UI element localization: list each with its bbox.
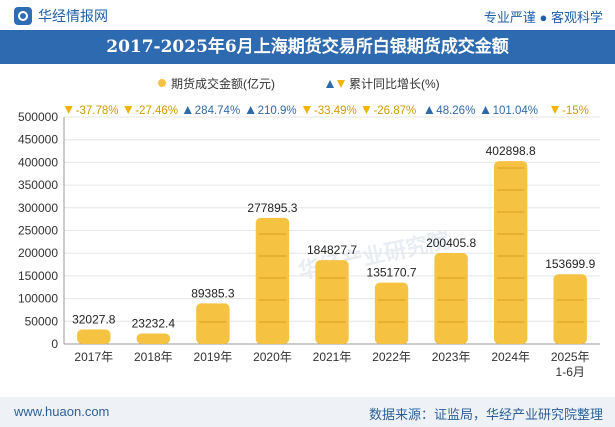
footer-url[interactable]: www.huaon.com	[14, 404, 110, 419]
y-tick-label: 0	[51, 337, 58, 351]
value-label: 23232.4	[132, 316, 176, 330]
growth-down-icon	[551, 106, 560, 114]
growth-down-icon	[64, 106, 73, 114]
y-tick-label: 250000	[18, 224, 58, 238]
y-tick-label: 200000	[18, 246, 58, 260]
bar-body	[434, 253, 468, 344]
x-tick-label: 2021年	[313, 350, 352, 364]
legend-bar-icon	[158, 79, 166, 87]
growth-item: -33.49%	[302, 105, 357, 117]
bar[interactable]	[434, 253, 468, 344]
x-axis: 2017年 2018年 2019年 2020年 2021年 2022年 2023年 2024年…	[64, 343, 600, 379]
bar-body	[255, 217, 290, 344]
bar[interactable]	[196, 303, 230, 344]
value-label: 32027.8	[72, 312, 116, 326]
growth-label: -33.49%	[314, 105, 357, 117]
value-label: 277895.3	[247, 201, 297, 215]
y-tick-label: 300000	[18, 201, 58, 215]
value-label: 135170.7	[367, 266, 417, 280]
bar[interactable]	[493, 161, 528, 344]
slogan: 专业严谨 ● 客观科学	[483, 10, 603, 25]
top-bar: 华经情报网 专业严谨 ● 客观科学	[0, 0, 615, 30]
growth-item: -37.78%	[64, 105, 119, 117]
chart-title: 2017-2025年6月上海期货交易所白银期货成交金额	[0, 30, 615, 64]
growth-label: -27.46%	[135, 105, 178, 117]
value-label: 200405.8	[426, 236, 476, 250]
chart-area: 华经产业研究院 期货成交金额(亿元) 累计同比增长(%) 05000010000…	[18, 76, 600, 379]
bar-body	[77, 329, 111, 344]
growth-item: 48.26%	[425, 105, 475, 117]
brand-logo-icon	[14, 7, 32, 25]
x-tick-label: 2019年	[194, 350, 233, 364]
brand-name: 华经情报网	[38, 8, 108, 24]
x-tick-label: 2018年	[134, 350, 173, 364]
growth-up-icon	[481, 106, 490, 114]
growth-down-icon	[302, 106, 311, 114]
legend-bar-label: 期货成交金额(亿元)	[171, 76, 275, 91]
bar[interactable]	[136, 333, 171, 344]
x-tick-label: 2022年	[372, 350, 411, 364]
growth-item: -26.87%	[362, 105, 416, 117]
growth-labels: -37.78% -27.46% 284.74% 210.9% -33.49% -26.87…	[64, 105, 589, 117]
bar[interactable]	[315, 260, 349, 344]
y-tick-label: 500000	[18, 110, 58, 124]
legend-growth-label: 累计同比增长(%)	[349, 77, 440, 91]
bar-body	[196, 303, 230, 344]
y-tick-label: 350000	[18, 178, 58, 192]
legend-up-icon	[326, 80, 334, 88]
growth-label: -26.87%	[373, 105, 416, 117]
bar-body	[315, 260, 349, 344]
growth-up-icon	[246, 106, 255, 114]
growth-item: -27.46%	[124, 105, 178, 117]
legend-down-icon	[337, 80, 345, 88]
y-tick-label: 50000	[25, 314, 59, 328]
bar-series	[77, 161, 587, 344]
bar[interactable]	[77, 329, 111, 344]
bar-body	[136, 333, 171, 344]
growth-label: 284.74%	[195, 105, 240, 117]
value-label: 153699.9	[545, 257, 595, 271]
growth-label: -37.78%	[76, 105, 119, 117]
value-label: 89385.3	[191, 286, 235, 300]
x-tick-label: 2017年	[74, 350, 113, 364]
bar[interactable]	[374, 282, 409, 344]
growth-up-icon	[425, 106, 434, 114]
y-tick-label: 450000	[18, 133, 58, 147]
bar-body	[493, 161, 528, 344]
growth-down-icon	[124, 106, 133, 114]
growth-label: -15%	[562, 105, 589, 117]
x-tick-label: 2020年	[253, 350, 292, 364]
value-label: 184827.7	[307, 243, 357, 257]
growth-item: 101.04%	[481, 105, 538, 117]
value-labels: 32027.8 23232.4 89385.3 277895.3 184827.7 135…	[72, 144, 595, 330]
bar[interactable]	[553, 274, 587, 344]
bar-body	[374, 282, 409, 344]
growth-item: -15%	[551, 105, 589, 117]
y-axis: 0 50000 100000 150000 200000 250000 300000 3500…	[18, 110, 65, 351]
footer-source: 数据来源：证监局，华经产业研究院整理	[368, 407, 603, 422]
footer: www.huaon.com 数据来源：证监局，华经产业研究院整理	[0, 397, 615, 427]
growth-down-icon	[362, 106, 371, 114]
brand[interactable]: 华经情报网	[14, 6, 108, 26]
growth-item: 210.9%	[246, 105, 297, 117]
y-tick-label: 150000	[18, 269, 58, 283]
x-tick-label: 2023年	[432, 350, 471, 364]
growth-item: 284.74%	[183, 105, 240, 117]
growth-label: 210.9%	[258, 105, 297, 117]
value-label: 402898.8	[486, 144, 536, 158]
growth-label: 48.26%	[436, 105, 475, 117]
y-tick-label: 400000	[18, 155, 58, 169]
y-tick-label: 100000	[18, 292, 58, 306]
bar-body	[553, 274, 587, 344]
bar[interactable]	[255, 217, 290, 344]
growth-up-icon	[183, 106, 192, 114]
growth-label: 101.04%	[493, 105, 538, 117]
x-tick-label: 2025年 1-6月	[551, 350, 590, 379]
x-tick-label: 2024年	[491, 350, 530, 364]
legend: 期货成交金额(亿元) 累计同比增长(%)	[158, 76, 440, 91]
